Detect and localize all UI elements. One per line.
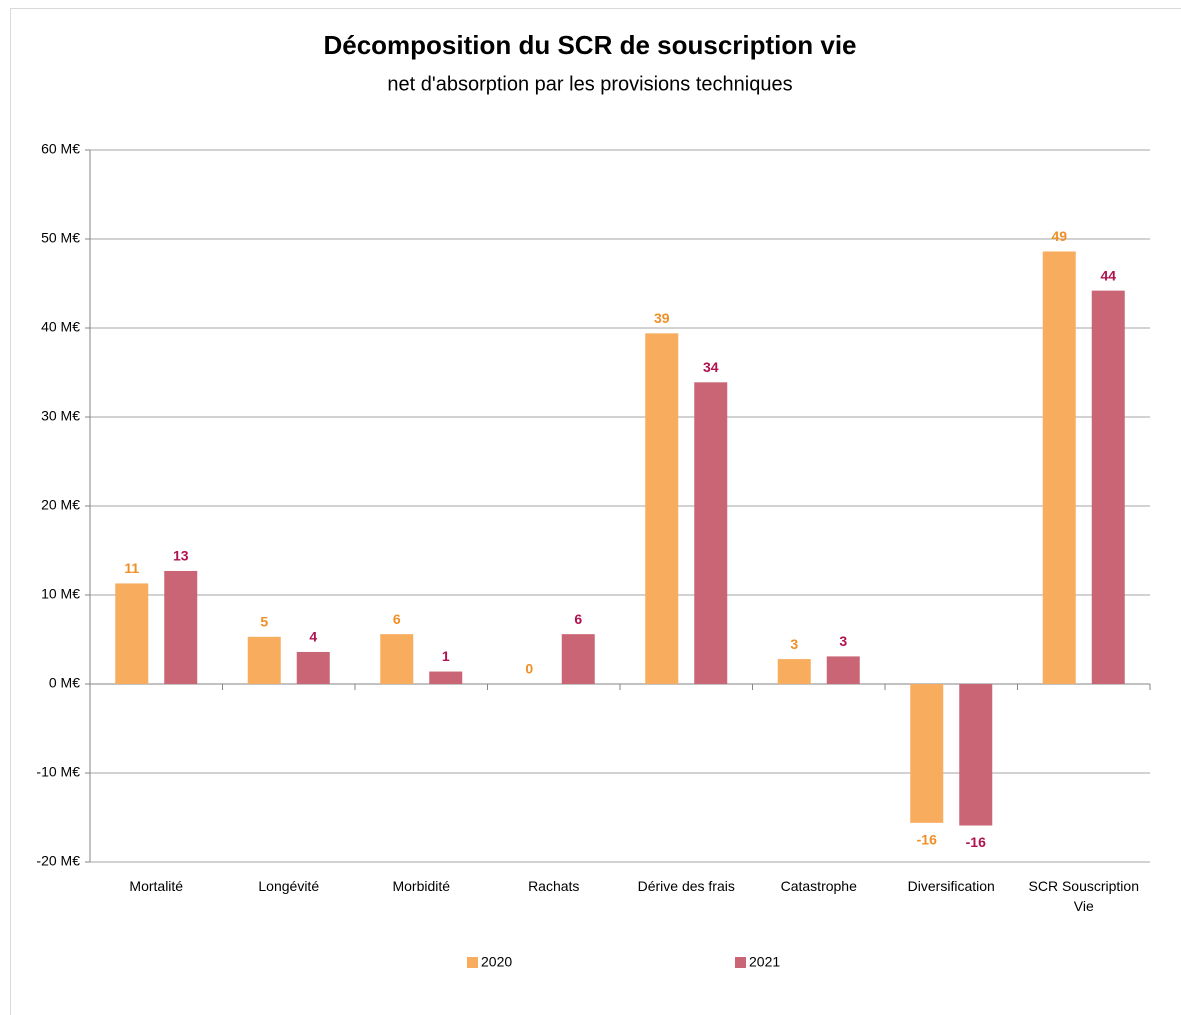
x-tick-label: Mortalité xyxy=(129,878,184,894)
y-tick-label: 50 M€ xyxy=(41,230,80,246)
data-label: 0 xyxy=(525,661,533,677)
data-label: -16 xyxy=(966,834,986,850)
y-tick-label: -20 M€ xyxy=(36,853,80,869)
bar xyxy=(296,651,330,684)
bar xyxy=(694,382,728,684)
legend-swatch xyxy=(735,957,746,968)
x-tick-label: Diversification xyxy=(907,878,995,894)
bar xyxy=(115,583,149,684)
bar xyxy=(164,570,198,684)
chart-title: Décomposition du SCR de souscription vie xyxy=(323,30,856,60)
data-label: 1 xyxy=(442,648,450,664)
bar xyxy=(645,333,679,684)
data-label: 3 xyxy=(839,633,847,649)
bar xyxy=(247,636,281,684)
data-label: 5 xyxy=(260,614,268,630)
bar xyxy=(826,656,860,684)
bar xyxy=(1091,290,1125,684)
bar xyxy=(777,659,811,684)
y-tick-label: -10 M€ xyxy=(36,764,80,780)
data-label: 13 xyxy=(173,548,189,564)
y-tick-label: 0 M€ xyxy=(49,675,80,691)
x-tick-label: Rachats xyxy=(528,878,580,894)
y-tick-label: 40 M€ xyxy=(41,319,80,335)
x-tick-label: Longévité xyxy=(258,878,320,894)
data-label: 11 xyxy=(124,560,139,576)
bar xyxy=(910,684,944,823)
data-label: 6 xyxy=(574,611,582,627)
x-tick-label: Dérive des frais xyxy=(637,878,735,894)
data-label: 3 xyxy=(790,636,798,652)
chart-border xyxy=(10,8,1181,1015)
data-label: 39 xyxy=(654,310,670,326)
x-tick-label: SCR Souscription Vie xyxy=(1028,878,1140,914)
data-label: 4 xyxy=(309,629,317,645)
legend-swatch xyxy=(467,957,478,968)
x-tick-label: Catastrophe xyxy=(780,878,857,894)
data-label: 6 xyxy=(393,611,401,627)
data-label: 44 xyxy=(1100,267,1116,283)
bar xyxy=(380,634,414,684)
data-label: -16 xyxy=(917,832,937,848)
x-tick-label: Morbidité xyxy=(392,878,451,894)
bar xyxy=(1042,251,1076,684)
data-label: 49 xyxy=(1051,228,1067,244)
legend-label: 2020 xyxy=(481,954,512,970)
bar xyxy=(429,671,463,684)
legend-label: 2021 xyxy=(749,954,780,970)
y-tick-label: 30 M€ xyxy=(41,408,80,424)
y-tick-label: 60 M€ xyxy=(41,141,80,157)
y-tick-label: 10 M€ xyxy=(41,586,80,602)
y-tick-label: 20 M€ xyxy=(41,497,80,513)
data-label: 34 xyxy=(703,359,719,375)
bar xyxy=(561,634,595,684)
chart-subtitle: net d'absorption par les provisions tech… xyxy=(387,73,792,95)
bar xyxy=(959,684,993,826)
